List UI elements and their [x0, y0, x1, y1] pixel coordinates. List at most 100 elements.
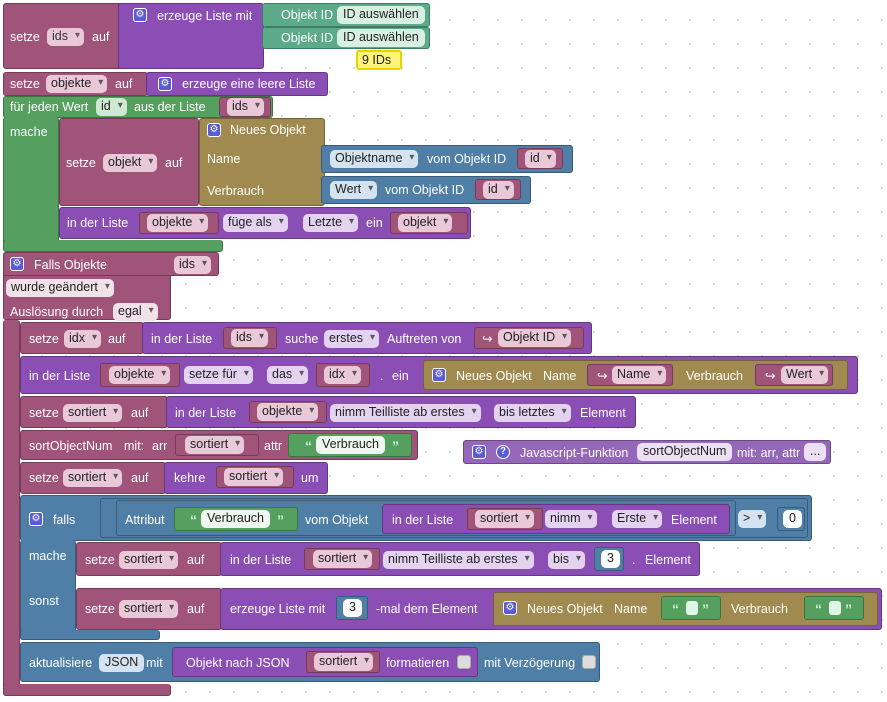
changed-dropdown[interactable]: wurde geändert	[6, 279, 114, 297]
idx-dropdown[interactable]: idx	[64, 330, 101, 348]
element-label: Element	[671, 513, 717, 527]
loop-var-dropdown[interactable]: id	[96, 98, 127, 116]
sortiert-dropdown[interactable]: sortiert	[63, 404, 123, 422]
empty-string-value[interactable]	[686, 601, 698, 615]
id-dropdown[interactable]: id	[525, 150, 556, 168]
verbrauch-label: Verbrauch	[731, 602, 788, 616]
trigger-label: Falls Objekte	[34, 258, 107, 272]
sortiert-dropdown[interactable]: sortiert	[313, 550, 373, 568]
object-id-dropdown[interactable]: Objekt ID	[498, 329, 572, 347]
var-ids-dropdown[interactable]: ids	[47, 28, 84, 46]
element-label: Element	[645, 553, 691, 567]
ids-dropdown[interactable]: ids	[231, 329, 268, 347]
gear-icon[interactable]: ⚙	[207, 123, 221, 137]
sortiert-dropdown[interactable]: sortiert	[224, 468, 284, 486]
gear-icon[interactable]: ⚙	[472, 445, 486, 459]
sortiert-dropdown[interactable]: sortiert	[119, 600, 179, 618]
string-value[interactable]: Verbrauch	[201, 510, 270, 528]
if-else-rail	[20, 540, 76, 640]
idx-dropdown[interactable]: idx	[324, 366, 361, 384]
dot-label: .	[380, 369, 384, 383]
comment-badge[interactable]	[356, 50, 402, 70]
position-dropdown[interactable]: das	[267, 366, 309, 384]
objektname-dropdown[interactable]: Objektname	[330, 150, 419, 168]
sublist-to-dropdown[interactable]: bis letztes	[494, 404, 571, 422]
trigger-any-dropdown[interactable]: egal	[113, 303, 158, 321]
update-label: aktualisiere	[29, 656, 93, 670]
help-icon[interactable]: ?	[496, 445, 510, 459]
trigger-body-rail	[3, 320, 20, 696]
sublist-from-dropdown[interactable]: nimm Teilliste ab erstes	[330, 404, 481, 422]
number-three[interactable]: 3	[601, 550, 620, 568]
js-function-name[interactable]: sortObjectNum	[637, 443, 733, 461]
name-dropdown[interactable]: Name	[612, 366, 667, 384]
trigger-bottom	[3, 684, 171, 696]
var-objekte-dropdown[interactable]: objekte	[46, 75, 108, 93]
objekte-dropdown[interactable]: objekte	[257, 403, 319, 421]
occurrence-dropdown[interactable]: erstes	[324, 330, 380, 348]
number-zero[interactable]: 0	[783, 510, 802, 528]
sortiert-dropdown[interactable]: sortiert	[63, 469, 123, 487]
sublist-from-dropdown[interactable]: nimm Teilliste ab erstes	[383, 551, 534, 569]
set-mode-dropdown[interactable]: setze für	[184, 366, 253, 384]
sublist-to-dropdown[interactable]: bis	[548, 551, 585, 569]
gear-icon[interactable]: ⚙	[432, 368, 446, 382]
ein-label: ein	[392, 369, 409, 383]
attr-label: attr	[264, 439, 283, 453]
gear-icon[interactable]: ⚙	[133, 8, 147, 22]
id-dropdown[interactable]: id	[483, 181, 514, 199]
auf-label: auf	[108, 332, 126, 346]
function-name-label: sortObjectNum	[29, 439, 113, 453]
for-each-block[interactable]	[3, 96, 273, 118]
in-list-label: in der Liste	[230, 553, 292, 567]
operator-dropdown[interactable]: >	[738, 510, 767, 528]
ids-dropdown[interactable]: ids	[227, 98, 264, 116]
setze-label: setze	[29, 471, 59, 485]
objekte-dropdown[interactable]: objekte	[147, 214, 209, 232]
empty-list-block[interactable]	[146, 72, 328, 96]
auf-label: auf	[187, 602, 205, 616]
gear-icon[interactable]: ⚙	[158, 77, 172, 91]
position-dropdown[interactable]: Erste	[612, 510, 663, 528]
number-three[interactable]: 3	[343, 599, 362, 617]
quote-close-icon: ”	[277, 512, 284, 528]
setze-label: setze	[29, 332, 59, 346]
gear-icon[interactable]: ⚙	[10, 257, 24, 271]
select-id-2[interactable]: ID auswählen	[337, 29, 425, 47]
select-id-1[interactable]: ID auswählen	[337, 6, 425, 24]
format-checkbox[interactable]	[457, 655, 471, 669]
var-objekt-dropdown[interactable]: objekt	[103, 154, 158, 172]
state-name[interactable]: JSON	[99, 654, 145, 672]
get-mode-dropdown[interactable]: nimm	[545, 510, 597, 528]
sortiert-dropdown[interactable]: sortiert	[314, 653, 374, 671]
trigger-ids-dropdown[interactable]: ids	[174, 256, 211, 274]
js-more-button[interactable]: ...	[804, 443, 827, 461]
name-label: Name	[207, 152, 241, 166]
objekt-dropdown[interactable]: objekt	[398, 214, 453, 232]
gear-icon[interactable]: ⚙	[29, 512, 43, 526]
quote-open-icon: “	[305, 438, 312, 454]
js-function-label: Javascript-Funktion	[520, 446, 629, 460]
return-arrow-icon: ↪	[765, 369, 776, 383]
objekte-dropdown[interactable]: objekte	[109, 366, 171, 384]
sortiert-dropdown[interactable]: sortiert	[185, 436, 245, 454]
string-value[interactable]: Verbrauch	[316, 436, 385, 454]
position-dropdown[interactable]: Letzte	[303, 214, 359, 232]
wert-dropdown[interactable]: Wert	[781, 366, 829, 384]
ein-label: ein	[366, 216, 383, 230]
sortiert-dropdown[interactable]: sortiert	[119, 551, 179, 569]
auf-label: auf	[92, 30, 110, 44]
new-object-label: Neues Objekt	[527, 602, 603, 616]
setze-label: setze	[29, 406, 59, 420]
arr-label: arr	[152, 439, 168, 453]
insert-mode-dropdown[interactable]: füge als	[223, 214, 288, 232]
delay-checkbox[interactable]	[582, 655, 596, 669]
sonst-label: sonst	[29, 594, 59, 608]
sortiert-dropdown[interactable]: sortiert	[475, 510, 535, 528]
empty-string-value[interactable]	[829, 601, 841, 615]
auf-label: auf	[187, 553, 205, 567]
gear-icon[interactable]: ⚙	[503, 601, 517, 615]
in-list-label: in der Liste	[29, 369, 91, 383]
wert-dropdown[interactable]: Wert	[330, 181, 378, 199]
to-json-label: Objekt nach JSON	[186, 656, 290, 670]
